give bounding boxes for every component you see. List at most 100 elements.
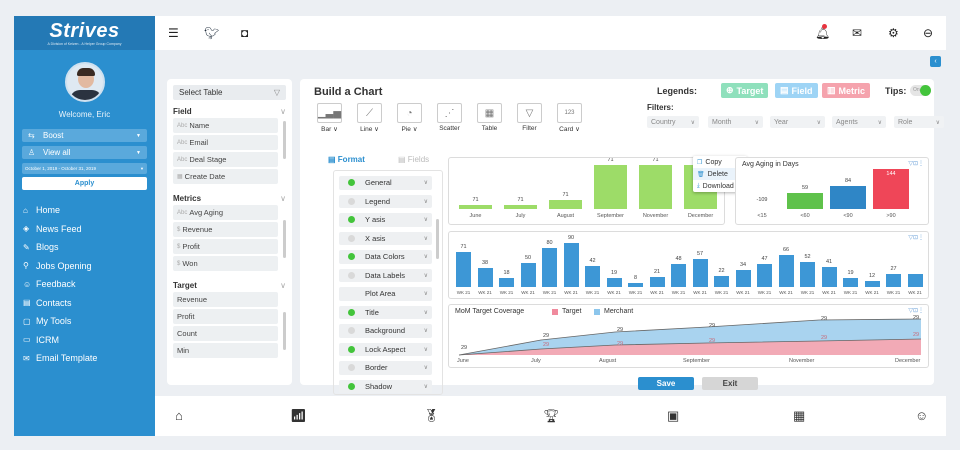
line-chart-button[interactable]: ⟋ Line ∨ [354,103,385,133]
report-icon[interactable]: ▣ [667,408,680,423]
sidebar-item-home[interactable]: ⌂ Home [23,201,155,220]
tips-toggle[interactable]: On [910,85,931,96]
filter-country[interactable]: Country ∨ [647,116,699,128]
sidebar-item-contacts[interactable]: ▤ Contacts [23,294,155,313]
sidebar-item-jobs-opening[interactable]: ⚲ Jobs Opening [23,257,155,276]
field-item-create-date[interactable]: ▦ Create Date [173,169,278,184]
toggle-dot-icon[interactable] [348,382,355,390]
format-scrollbar[interactable] [436,219,439,259]
target-item-revenue[interactable]: Revenue [173,292,278,307]
trophy-icon[interactable]: 🏆︎ [543,408,560,423]
format-option-y-asis[interactable]: Y asis ∨ [339,213,432,227]
select-table-dropdown[interactable]: Select Table ▽ [173,85,286,100]
metric-item-won[interactable]: $ Won [173,256,278,271]
format-option-background[interactable]: Background ∨ [339,324,432,338]
legend-field-chip[interactable]: ▤ Field [775,83,818,98]
sidebar-item-feedback[interactable]: ☺ Feedback [23,275,155,294]
target-group-header[interactable]: Target ∨ [173,281,286,290]
sidebar-item-icrm[interactable]: ▭ ICRM [23,331,155,350]
inbox-icon[interactable]: ◘ [241,26,249,40]
format-option-data-colors[interactable]: Data Colors ∨ [339,250,432,264]
sidebar-item-my-tools[interactable]: ▢ My Tools [23,312,155,331]
field-item-deal-stage[interactable]: Abc Deal Stage [173,152,278,167]
toggle-dot-icon[interactable] [348,197,355,205]
target-item-min[interactable]: Min [173,343,278,358]
metric-item-avg-aging[interactable]: Abc Avg Aging [173,205,278,220]
notification-icon[interactable]: 🔔︎ [815,24,831,40]
pie-chart-button[interactable]: ◔ Pie ∨ [394,103,425,133]
metric-item-revenue[interactable]: $ Revenue [173,222,278,237]
legend-metric-chip[interactable]: ▥ Metric [822,83,871,98]
target-scrollbar[interactable] [283,312,286,350]
growth-icon[interactable]: 📶︎ [290,408,307,423]
toggle-dot-icon[interactable] [348,308,355,316]
format-option-shadow[interactable]: Shadow ∨ [339,379,432,393]
settings-icon[interactable]: ⚙ [888,26,899,40]
toggle-dot-icon[interactable] [348,345,355,353]
card-actions-icon[interactable]: ▽⊡⋮ [908,308,924,314]
metrics-group-header[interactable]: Metrics ∨ [173,194,286,203]
boost-dropdown[interactable]: ⇆ Boost ▼ [22,129,147,142]
tab-format[interactable]: ▤ Format [328,155,365,164]
avatar[interactable] [64,62,105,102]
filter-agents[interactable]: Agents ∨ [832,116,886,128]
sidebar-item-news-feed[interactable]: ◈ News Feed [23,220,155,239]
view-all-dropdown[interactable]: ♙ View all ▼ [22,146,147,159]
filter-role[interactable]: Role ∨ [894,116,944,128]
tab-fields[interactable]: ▤ Fields [398,155,429,164]
menu-item-delete[interactable]: 🗑︎ Delete [693,168,747,180]
metric-item-profit[interactable]: $ Profit [173,239,278,254]
format-option-plot-area[interactable]: Plot Area ∨ [339,287,432,301]
chart-card-avg-aging[interactable]: Avg Aging in Days ▽⊡⋮ -109 <15 59 <60 84 <90 1… [735,157,929,225]
chart-card-mom-coverage[interactable]: MoM Target Coverage Target Merchant ▽⊡⋮ … [448,304,929,368]
toggle-dot-icon[interactable] [348,327,355,335]
card-actions-icon[interactable]: ▽⊡⋮ [908,161,924,167]
filter-month[interactable]: Month ∨ [708,116,763,128]
twitter-icon[interactable]: 🐦︎ [204,26,220,40]
field-scrollbar[interactable] [283,121,286,159]
field-group-header[interactable]: Field ∨ [173,107,286,116]
logout-icon[interactable]: ⊖ [923,26,934,40]
date-range-dropdown[interactable]: October 1, 2019 - October 31, 2019 ▼ [22,163,147,174]
metrics-scrollbar[interactable] [283,220,286,258]
menu-item-download[interactable]: ⤓ Download [693,180,747,192]
field-item-email[interactable]: Abc Email [173,135,278,150]
mail-icon[interactable]: ✉ [852,26,863,40]
toggle-dot-icon[interactable] [348,364,355,372]
card-button[interactable]: 123 Card ∨ [554,103,585,133]
sidebar-item-email-template[interactable]: ✉ Email Template [23,349,155,368]
table-button[interactable]: ▦ Table [474,103,505,133]
home-icon[interactable]: ⌂ [175,408,183,423]
scatter-chart-button[interactable]: ⋰ Scatter [434,103,465,133]
format-option-data-labels[interactable]: Data Labels ∨ [339,268,432,282]
field-item-name[interactable]: Abc Name [173,118,278,133]
smile-icon[interactable]: ☺ [915,408,929,423]
format-option-general[interactable]: General ∨ [339,176,432,190]
toggle-dot-icon[interactable] [348,234,355,242]
filter-year[interactable]: Year ∨ [770,116,825,128]
award-icon[interactable]: 🏅︎ [423,408,440,423]
format-option-border[interactable]: Border ∨ [339,361,432,375]
exit-button[interactable]: Exit [702,377,758,390]
format-option-lock-aspect[interactable]: Lock Aspect ∨ [339,342,432,356]
collapse-panel-button[interactable]: ‹ [930,56,941,67]
bar-chart-button[interactable]: ▁▃▅ Bar ∨ [314,103,345,133]
filter-button[interactable]: ▽ Filter [514,103,545,133]
logo[interactable]: Strives A Division of Keizen - A Helper … [14,16,155,50]
chart-card-monthly[interactable]: ▽⊡⋮ 71June71July71August71September71Nov… [448,157,725,225]
chart-card-weekly[interactable]: ▽⊡⋮ 71 WK 21 38 WK 21 18 WK 21 50 WK 21 80 WK 21 9… [448,231,929,299]
apply-button[interactable]: Apply [22,177,147,190]
toggle-dot-icon[interactable] [348,179,355,187]
sidebar-item-blogs[interactable]: ✎ Blogs [23,238,155,257]
calendar-icon[interactable]: ▦ [793,408,806,423]
toggle-dot-icon[interactable] [348,290,355,297]
toggle-dot-icon[interactable] [348,216,355,224]
target-item-count[interactable]: Count [173,326,278,341]
format-option-legend[interactable]: Legend ∨ [339,194,432,208]
toggle-dot-icon[interactable] [348,253,355,261]
toggle-dot-icon[interactable] [348,271,355,279]
target-item-profit[interactable]: Profit [173,309,278,324]
menu-item-copy[interactable]: ❐ Copy [693,156,747,168]
format-option-x-asis[interactable]: X asis ∨ [339,231,432,245]
legend-target-chip[interactable]: ⊕ Target [721,83,769,98]
